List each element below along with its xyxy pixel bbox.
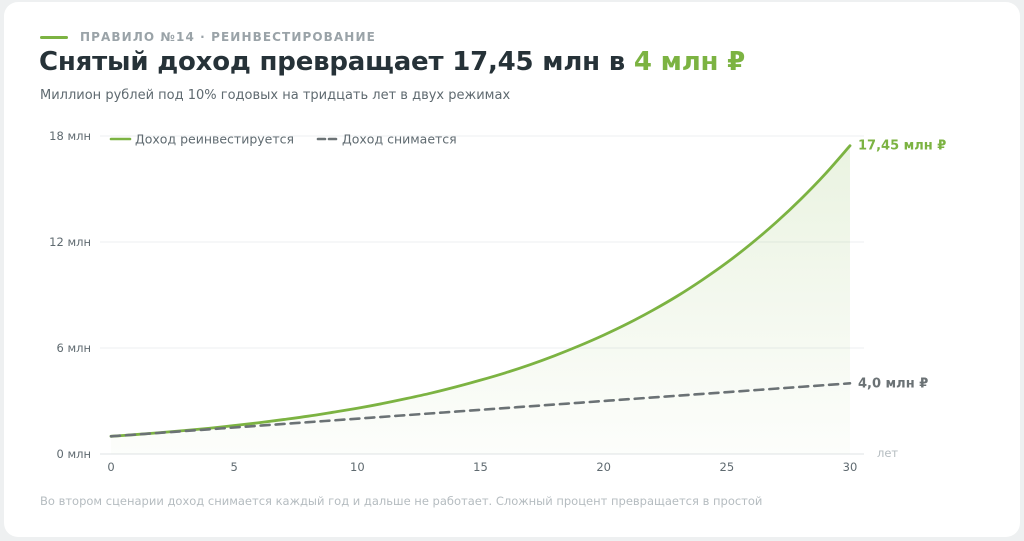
x-tick-label-20: 20 [596, 460, 611, 474]
area-layer [111, 145, 850, 454]
x-unit-label: лет [877, 446, 898, 460]
end-labels: 17,45 млн ₽ 4,0 млн ₽ [858, 139, 946, 392]
series-area-reinvested [111, 145, 850, 454]
title-main: Снятый доход превращает 17,45 млн в [39, 47, 634, 77]
axis-layer: 0 млн 6 млн 12 млн 18 млн 0 5 10 15 20 25 30 лет [49, 129, 898, 474]
title-accent: 4 млн ₽ [633, 47, 746, 77]
series-line-withdrawn [109, 382, 852, 438]
footnote: Во втором сценарии доход снимается кажды… [40, 494, 763, 508]
line-layer [109, 144, 852, 438]
x-tick-label-25: 25 [720, 460, 735, 474]
eyebrow-accent-line [40, 35, 68, 39]
legend-label-reinvested: Доход реинвестируется [135, 132, 294, 147]
x-tick-label-5: 5 [231, 460, 238, 474]
x-tick-label-0: 0 [107, 460, 114, 474]
y-tick-label-6: 6 млн [56, 341, 91, 355]
y-tick-label-12: 12 млн [49, 235, 91, 249]
page-title: Снятый доход превращает 17,45 млн в 4 мл… [39, 47, 745, 77]
eyebrow-text: ПРАВИЛО №14 · РЕИНВЕСТИРОВАНИЕ [80, 30, 376, 44]
end-label-withdrawn: 4,0 млн ₽ [858, 376, 928, 391]
y-tick-label-18: 18 млн [49, 129, 91, 143]
end-label-reinvested: 17,45 млн ₽ [858, 139, 946, 154]
subtitle: Миллион рублей под 10% годовых на тридца… [40, 88, 511, 103]
series-line-reinvested [109, 144, 852, 438]
y-tick-label-0: 0 млн [56, 447, 91, 461]
x-tick-label-30: 30 [843, 460, 858, 474]
x-tick-label-10: 10 [350, 460, 365, 474]
legend-label-withdrawn: Доход снимается [342, 132, 457, 147]
legend: Доход реинвестируется Доход снимается [109, 132, 457, 147]
eyebrow: ПРАВИЛО №14 · РЕИНВЕСТИРОВАНИЕ [40, 29, 376, 45]
x-tick-label-15: 15 [473, 460, 488, 474]
